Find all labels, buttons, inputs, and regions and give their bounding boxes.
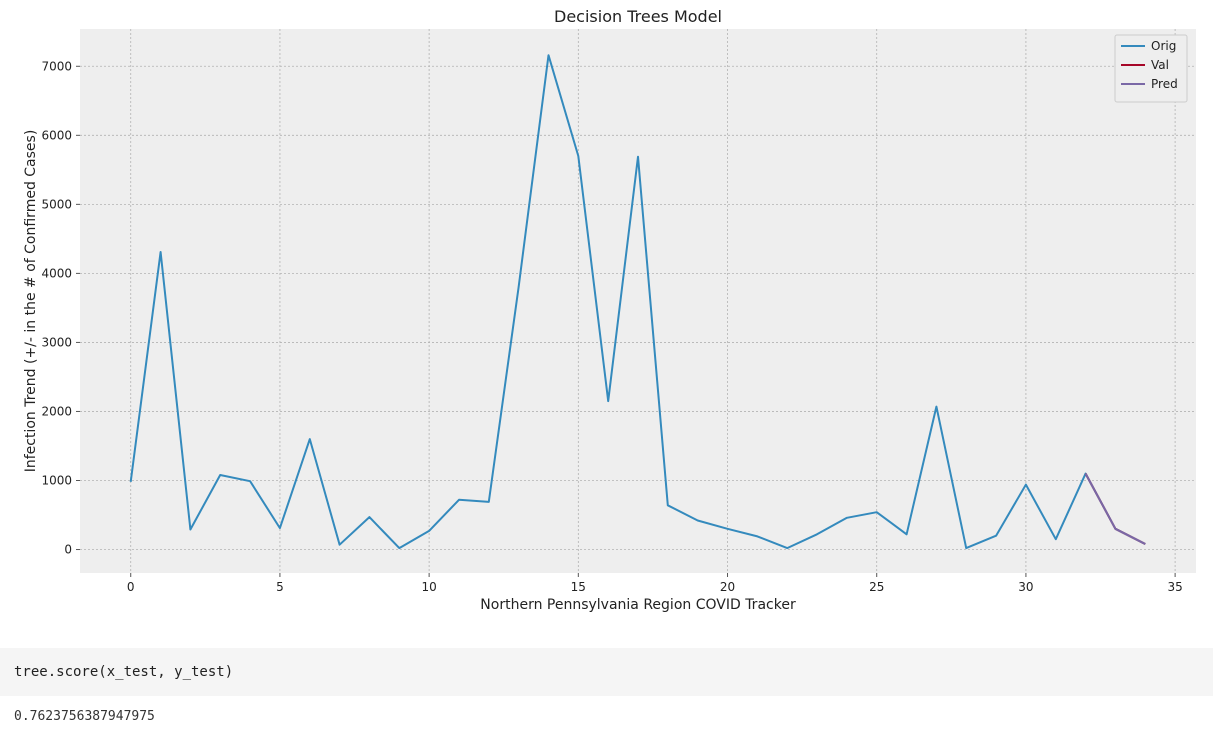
y-tick-label: 4000 bbox=[41, 266, 72, 280]
series-line-pred bbox=[1084, 473, 1146, 545]
y-tick-label: 1000 bbox=[41, 473, 72, 487]
plot-area bbox=[80, 29, 1196, 573]
legend-label-pred: Pred bbox=[1151, 77, 1178, 91]
x-tick-label: 0 bbox=[127, 580, 135, 594]
x-tick-label: 10 bbox=[421, 580, 436, 594]
y-axis-ticks: 0 1000 2000 3000 4000 5000 6000 7000 bbox=[41, 59, 80, 557]
y-tick-label: 6000 bbox=[41, 128, 72, 142]
x-axis-ticks: 0 5 10 15 20 25 30 35 bbox=[127, 573, 1183, 594]
y-tick-label: 7000 bbox=[41, 59, 72, 73]
y-axis-label: Infection Trend (+/- in the # of Confirm… bbox=[23, 130, 39, 473]
series-lines bbox=[129, 54, 1146, 550]
line-chart: 0 1000 2000 3000 4000 5000 6000 7000 0 5 10 15 20 25… bbox=[23, 7, 1196, 613]
y-tick-label: 3000 bbox=[41, 335, 72, 349]
y-tick-label: 2000 bbox=[41, 404, 72, 418]
code-cell[interactable]: tree.score(x_test, y_test) bbox=[0, 648, 1213, 696]
x-tick-label: 30 bbox=[1018, 580, 1033, 594]
grid bbox=[80, 29, 1196, 573]
y-tick-label: 5000 bbox=[41, 197, 72, 211]
output-cell: 0.7623756387947975 bbox=[14, 709, 155, 724]
legend-box bbox=[1114, 34, 1188, 103]
chart-figure: 0 1000 2000 3000 4000 5000 6000 7000 0 5 10 15 20 25… bbox=[23, 7, 1196, 613]
x-tick-label: 20 bbox=[720, 580, 735, 594]
output-text: 0.7623756387947975 bbox=[14, 709, 155, 724]
code-text: tree.score(x_test, y_test) bbox=[14, 664, 234, 680]
legend-label-orig: Orig bbox=[1151, 39, 1176, 53]
x-axis-label: Northern Pennsylvania Region COVID Track… bbox=[480, 597, 796, 613]
x-tick-label: 15 bbox=[571, 580, 586, 594]
chart-title: Decision Trees Model bbox=[554, 7, 722, 26]
x-tick-label: 35 bbox=[1167, 580, 1182, 594]
series-line-orig bbox=[129, 54, 1146, 550]
x-tick-label: 25 bbox=[869, 580, 884, 594]
legend-label-val: Val bbox=[1151, 58, 1169, 72]
x-tick-label: 5 bbox=[276, 580, 284, 594]
y-tick-label: 0 bbox=[64, 543, 72, 557]
legend: Orig Val Pred bbox=[1114, 34, 1188, 103]
